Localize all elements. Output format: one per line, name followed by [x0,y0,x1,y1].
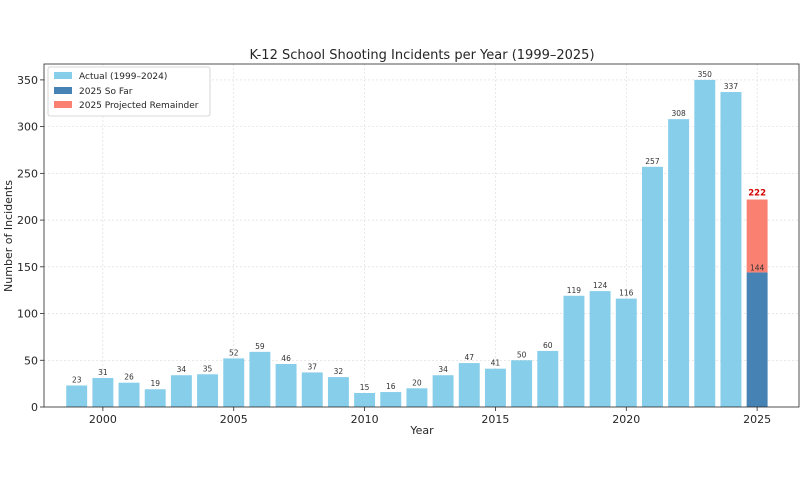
bar-actual-2014 [458,363,480,407]
bar-actual-2019 [589,291,611,407]
bar-actual-2001 [118,382,140,407]
plot-frame [43,63,800,408]
bar-label-2003: 34 [177,365,187,374]
y-tick-label: 150 [17,261,38,274]
bar-label-2015: 41 [491,359,501,368]
bar-actual-2009 [327,377,349,407]
bar-2025-projected [746,199,768,273]
bar-actual-2020 [615,298,637,407]
legend-label-2025-so-far: 2025 So Far [79,87,133,97]
bar-actual-2007 [275,364,297,407]
bar-label-2010: 15 [360,383,370,392]
bar-label-2012: 20 [412,378,422,387]
bar-actual-2022 [668,119,690,407]
bar-label-2011: 16 [386,382,396,391]
y-tick-label: 300 [17,121,38,134]
x-tick-label: 2000 [89,413,117,426]
x-tick-label: 2010 [351,413,379,426]
chart-title: K-12 School Shooting Incidents per Year … [249,48,594,63]
bar-label-2005: 52 [229,348,239,357]
bar-actual-1999 [66,385,88,407]
bar-actual-2008 [301,372,323,407]
legend-swatch-actual [54,72,72,79]
legend: Actual (1999–2024) 2025 So Far 2025 Proj… [47,66,211,117]
bar-actual-2002 [144,389,166,407]
bar-actual-2023 [694,79,716,408]
bar-label-2014: 47 [464,353,474,362]
legend-label-2025-projected: 2025 Projected Remainder [79,101,199,111]
bar-label-2006: 59 [255,342,265,351]
y-axis-label: Number of Incidents [2,180,15,292]
bar-label-2021: 257 [645,157,660,166]
x-tick-label: 2005 [220,413,248,426]
bar-label-2024: 337 [724,82,739,91]
bar-label-2025-total: 222 [748,189,766,199]
bar-label-2025-so-far: 144 [750,263,765,272]
bar-label-2013: 34 [438,365,448,374]
x-tick-label: 2020 [612,413,640,426]
bar-actual-2018 [563,295,585,407]
y-tick-label: 350 [17,74,38,87]
legend-swatch-2025-projected [54,101,72,108]
bar-actual-2003 [170,375,192,407]
x-tick-label: 2015 [481,413,509,426]
bar-actual-2013 [432,375,454,407]
bar-2025-so-far [746,272,768,407]
bar-actual-2005 [223,358,245,407]
bar-actual-2010 [354,392,376,407]
legend-frame [47,66,211,117]
bar-label-2022: 308 [671,109,686,118]
bar-actual-2000 [92,378,114,407]
bar-actual-2021 [641,166,663,407]
legend-label-actual: Actual (1999–2024) [79,72,167,82]
bar-actual-2024 [720,92,742,407]
bar-label-2002: 19 [150,379,160,388]
y-tick-label: 100 [17,308,38,321]
bar-label-2001: 26 [124,373,134,382]
bar-label-2009: 32 [334,367,344,376]
y-tick-label: 250 [17,167,38,180]
x-axis-label: Year [409,424,434,437]
bar-label-2007: 46 [281,354,291,363]
bar-actual-2015 [484,368,506,407]
bar-label-2017: 60 [543,341,553,350]
bar-label-2020: 116 [619,289,634,298]
bar-label-2023: 350 [698,70,713,79]
bar-label-2018: 119 [567,286,582,295]
bar-label-1999: 23 [72,376,82,385]
bar-label-2016: 50 [517,350,527,359]
legend-swatch-2025-so-far [54,87,72,94]
bar-actual-2006 [249,351,271,407]
y-tick-label: 200 [17,214,38,227]
bar-label-2000: 31 [98,368,108,377]
bar-label-2004: 35 [203,364,213,373]
bar-actual-2017 [537,350,559,407]
bar-label-2008: 37 [307,362,317,371]
bar-actual-2011 [380,392,402,407]
bar-actual-2004 [197,374,219,407]
bars [66,79,768,408]
bar-label-2019: 124 [593,281,608,290]
bar-actual-2012 [406,388,428,407]
x-tick-label: 2025 [743,413,771,426]
y-tick-label: 50 [24,354,38,367]
bar-value-labels: 23 31 26 19 34 35 52 59 46 37 32 15 16 20 34 47 41 50 60 11… [72,70,766,392]
bar-actual-2016 [511,360,533,407]
y-tick-label: 0 [31,401,38,414]
